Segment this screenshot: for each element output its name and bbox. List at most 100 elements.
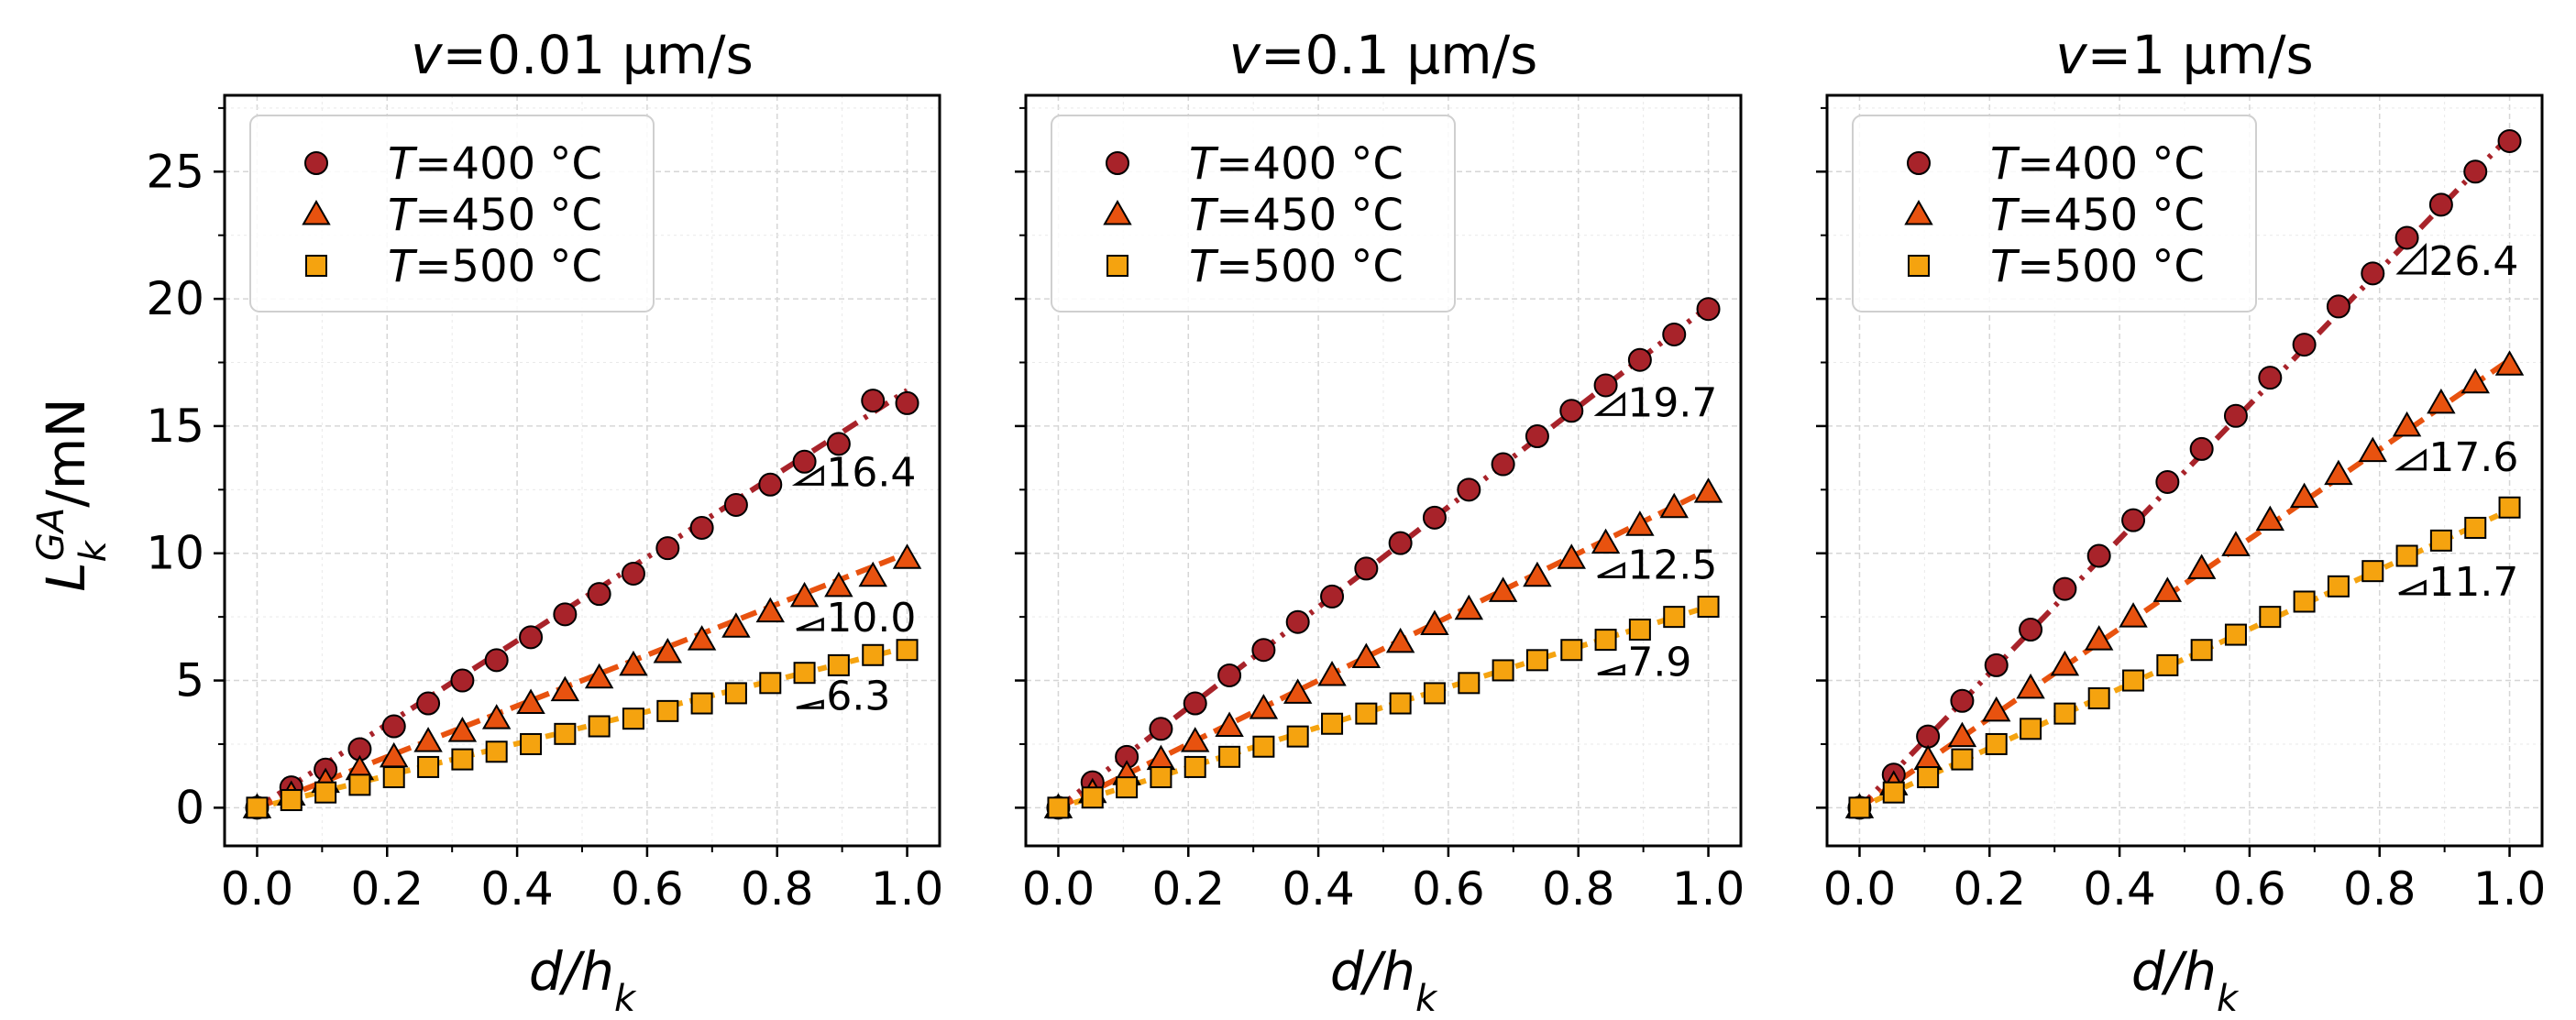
- panel-1-title: v=0.01 μm/s: [411, 24, 754, 86]
- legend-label-rest: =400 °C: [1216, 138, 1404, 190]
- panel-3-ticks: 0.0 0.2 0.4 0.6 0.8 1.0: [1816, 93, 2546, 916]
- y-tick-label: 15: [146, 400, 204, 453]
- panel-1-points: [242, 389, 922, 820]
- x-tick-label: 0.8: [741, 862, 814, 916]
- data-point-square: [724, 682, 747, 705]
- panel-3-slope-markers: 26.4 17.6 11.7: [2394, 238, 2518, 606]
- legend-label-T: T: [1990, 241, 2020, 292]
- data-point-circle: [2086, 543, 2111, 568]
- data-point-square: [2361, 560, 2384, 583]
- data-point-triangle: [1557, 543, 1587, 569]
- data-point-triangle: [2392, 411, 2422, 437]
- data-point-square: [451, 748, 474, 771]
- data-point-square: [862, 643, 885, 666]
- legend-marker-square: [1106, 255, 1128, 277]
- data-point-triangle: [2050, 650, 2080, 676]
- data-point-circle: [792, 449, 817, 474]
- panel-1-slope-markers: 16.4 10.0 6.3: [791, 449, 916, 719]
- data-point-triangle: [2221, 531, 2251, 556]
- data-point-square: [1882, 781, 1905, 804]
- y-tick-label: 0: [175, 781, 204, 834]
- data-point-square: [417, 755, 440, 778]
- data-point-triangle: [2460, 367, 2490, 394]
- legend-label: T=450 °C: [388, 190, 602, 241]
- legend-marker-circle: [304, 151, 328, 175]
- data-point-triangle: [653, 637, 683, 664]
- data-point-circle: [1559, 399, 1584, 423]
- x-tick-label: 0.6: [1412, 862, 1485, 916]
- data-point-triangle: [1385, 627, 1415, 653]
- data-point-triangle: [584, 663, 614, 689]
- data-point-square: [485, 740, 508, 763]
- data-point-square: [1116, 776, 1139, 799]
- data-point-triangle: [2084, 625, 2114, 651]
- data-point-square: [1252, 735, 1275, 758]
- data-point-circle: [2428, 192, 2453, 217]
- x-tick-label: 0.0: [1823, 862, 1897, 916]
- legend-label-rest: =400 °C: [2017, 138, 2205, 190]
- data-point-circle: [861, 389, 886, 413]
- slope-label-1: 19.7: [1627, 379, 1717, 426]
- data-point-triangle: [516, 688, 545, 715]
- legend-label-T: T: [1189, 138, 1219, 190]
- data-point-square: [690, 692, 713, 715]
- data-point-circle: [1457, 477, 1481, 502]
- data-point-square: [793, 662, 816, 685]
- slope-triangle-2: [796, 617, 824, 631]
- x-tick-label: 0.2: [1954, 862, 2027, 916]
- legend-label: T=500 °C: [1990, 241, 2205, 292]
- data-point-square: [2190, 639, 2213, 662]
- data-point-square: [588, 715, 611, 738]
- panel-1-ticks: 0.0 0.2 0.4 0.6 0.8 1.0 0 5 10 15 20 25: [146, 93, 943, 916]
- data-point-circle: [2463, 159, 2488, 184]
- data-point-circle: [381, 714, 406, 739]
- panel-3-title: v=1 μm/s: [2055, 24, 2313, 86]
- data-point-circle: [1320, 584, 1345, 609]
- data-point-triangle: [2427, 388, 2456, 414]
- slope-label-3: 7.9: [1627, 639, 1691, 685]
- data-point-square: [656, 699, 679, 722]
- data-point-circle: [895, 390, 919, 415]
- data-point-triangle: [413, 727, 443, 752]
- data-point-circle: [1422, 505, 1447, 530]
- legend-label-rest: =450 °C: [414, 190, 602, 241]
- slope-label-2: 10.0: [826, 595, 916, 642]
- data-point-triangle: [619, 650, 648, 676]
- slope-label-2: 17.6: [2428, 434, 2518, 481]
- y-axis-label: LkGA/mN: [30, 398, 115, 591]
- data-point-circle: [1950, 688, 1975, 713]
- data-point-square: [280, 789, 303, 812]
- data-point-circle: [1388, 531, 1413, 555]
- data-point-circle: [655, 536, 680, 561]
- data-point-triangle: [1180, 727, 1210, 752]
- data-point-triangle: [1488, 576, 1518, 602]
- x-tick-label: 0.2: [1152, 862, 1226, 916]
- panel-3-legend: T=400 °CT=450 °CT=500 °C: [1852, 115, 2257, 313]
- data-point-circle: [2292, 333, 2317, 357]
- x-tick-label: 0.8: [2343, 862, 2416, 916]
- data-point-circle: [2394, 225, 2419, 250]
- data-point-square: [1492, 659, 1514, 682]
- data-point-square: [1917, 766, 1940, 789]
- data-point-circle: [1354, 556, 1379, 581]
- data-point-square: [2429, 529, 2452, 552]
- legend-label: T=400 °C: [1990, 138, 2205, 190]
- data-point-triangle: [1981, 696, 2011, 722]
- data-point-square: [1321, 712, 1344, 735]
- legend-box: [1852, 115, 2257, 313]
- data-point-circle: [1593, 373, 1618, 398]
- data-point-circle: [2019, 618, 2043, 642]
- legend-marker-circle: [1106, 151, 1129, 175]
- y-tick-label: 10: [146, 527, 204, 580]
- data-point-triangle: [1693, 477, 1723, 503]
- data-point-square: [1150, 766, 1172, 789]
- data-point-square: [520, 732, 543, 755]
- data-point-triangle: [892, 543, 922, 569]
- y-tick-label: 20: [146, 272, 204, 325]
- panel-3: v=1 μm/s 26.4 17.6 11.7 0.0 0.2 0.4 0.6 0.8 1.0…: [1816, 24, 2546, 1020]
- legend-label-T: T: [388, 241, 418, 292]
- data-point-circle: [1251, 638, 1276, 663]
- legend-label: T=400 °C: [1189, 138, 1404, 190]
- data-point-square: [554, 722, 577, 745]
- data-point-square: [382, 766, 405, 789]
